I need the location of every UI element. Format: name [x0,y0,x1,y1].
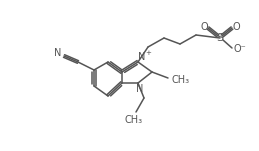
Text: O⁻: O⁻ [234,44,246,54]
Text: N: N [136,84,144,94]
Text: O: O [200,22,208,32]
Text: CH₃: CH₃ [125,115,143,125]
Text: N: N [54,48,62,58]
Text: CH₃: CH₃ [172,75,190,85]
Text: O: O [232,22,240,32]
Text: N: N [138,52,146,62]
Text: +: + [145,50,151,56]
Text: S: S [217,33,224,43]
